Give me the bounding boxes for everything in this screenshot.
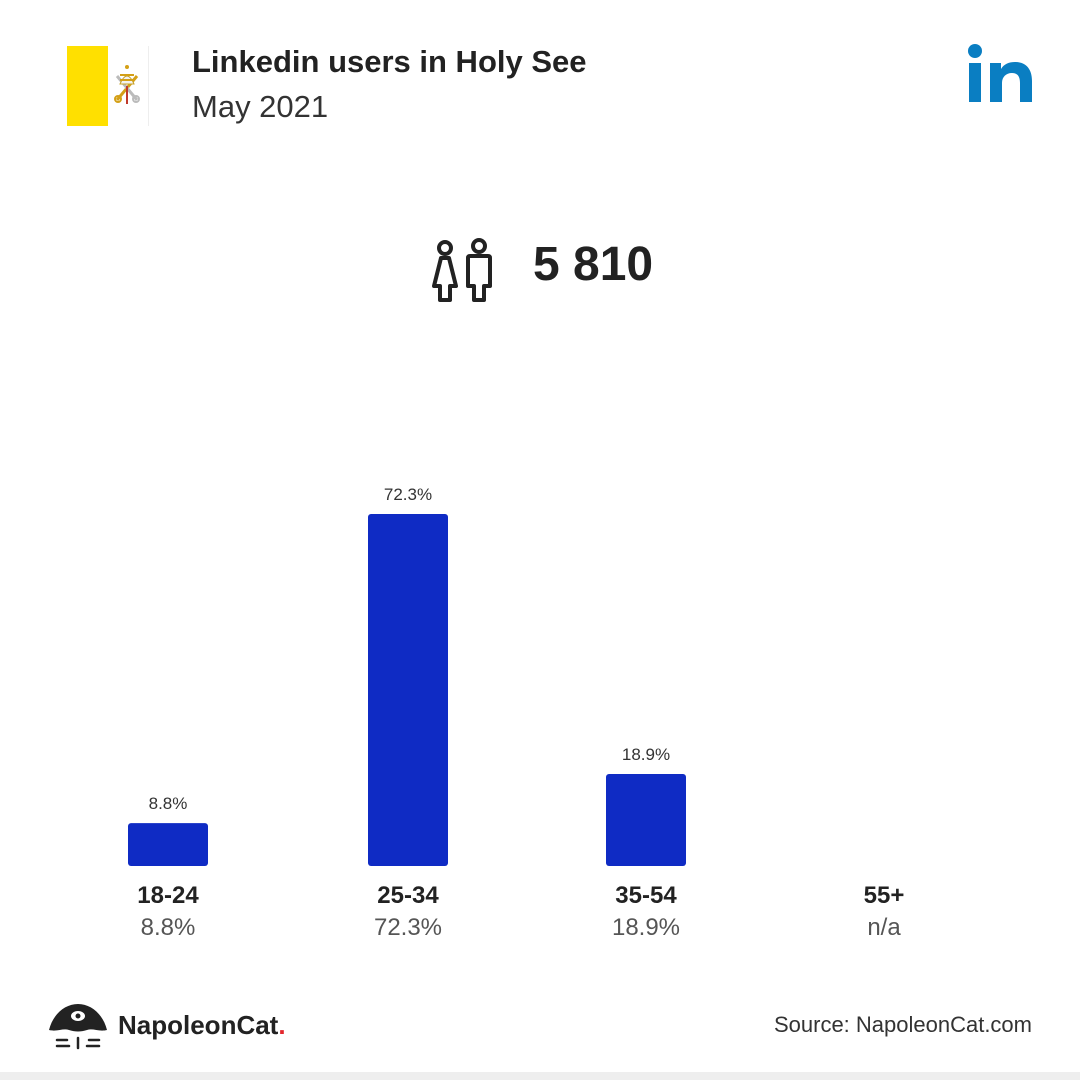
data-label-18-24: 8.8% [149,794,188,813]
category-label-25-34: 25-34 [377,882,439,909]
age-bar-chart: 8.8% 72.3% 18.9% [128,485,686,866]
napoleoncat-logo-icon [47,1000,109,1052]
category-value-35-54: 18.9% [611,914,681,941]
holy-see-flag [67,46,149,126]
category-value-25-34: 72.3% [373,914,443,941]
footer-strip [0,1072,1080,1080]
category-label-55+: 55+ [863,882,905,909]
brand-name: NapoleonCat. [118,1010,286,1040]
linkedin-icon [968,44,1034,104]
chart-title: Linkedin users in Holy See [192,44,587,79]
users-icon [426,236,498,306]
data-label-35-54: 18.9% [622,745,670,764]
chart-subtitle: May 2021 [192,89,329,124]
data-label-25-34: 72.3% [384,485,432,504]
bar-25-34 [368,514,448,866]
category-label-35-54: 35-54 [615,882,677,909]
total-users-value: 5 810 [533,238,654,291]
category-label-18-24: 18-24 [137,882,199,909]
category-value-18-24: 8.8% [140,914,196,941]
source-text: Source: NapoleonCat.com [773,1012,1032,1037]
category-value-55+: n/a [867,914,901,941]
bar-35-54 [606,773,686,866]
bar-18-24 [128,823,208,866]
